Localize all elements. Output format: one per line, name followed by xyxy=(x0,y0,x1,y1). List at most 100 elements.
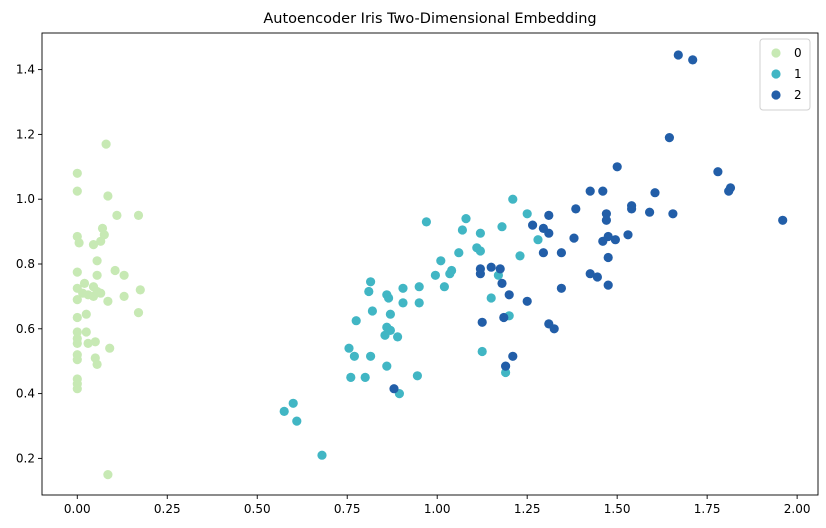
data-point-series-0 xyxy=(105,343,115,353)
data-point-series-2 xyxy=(778,215,788,225)
data-point-series-0 xyxy=(88,291,99,301)
data-point-series-0 xyxy=(103,296,113,306)
y-tick-label: 0.4 xyxy=(16,387,35,401)
data-point-series-2 xyxy=(623,230,633,240)
data-point-series-2 xyxy=(598,236,608,246)
data-point-series-1 xyxy=(522,209,532,219)
data-point-series-2 xyxy=(389,384,399,394)
data-point-series-2 xyxy=(501,361,511,371)
data-point-series-1 xyxy=(279,406,289,416)
data-point-series-0 xyxy=(72,355,82,365)
data-point-series-1 xyxy=(430,270,440,280)
data-point-series-1 xyxy=(366,351,376,361)
y-tick-label: 0.6 xyxy=(16,322,35,336)
data-point-series-0 xyxy=(72,295,82,305)
data-point-series-2 xyxy=(569,233,579,243)
data-point-series-2 xyxy=(645,207,655,217)
data-point-series-1 xyxy=(508,194,518,204)
x-tick-label: 1.50 xyxy=(604,502,631,516)
data-point-series-1 xyxy=(533,235,543,245)
legend-label-0: 0 xyxy=(794,46,802,60)
data-point-series-1 xyxy=(515,251,525,261)
data-point-series-2 xyxy=(549,324,559,334)
data-point-series-2 xyxy=(592,272,603,282)
data-point-series-0 xyxy=(103,191,113,201)
data-point-series-2 xyxy=(538,248,549,258)
data-point-series-1 xyxy=(364,286,374,297)
data-point-series-0 xyxy=(72,327,82,337)
data-point-series-0 xyxy=(72,338,82,348)
data-point-series-1 xyxy=(393,332,403,342)
legend-marker-2 xyxy=(771,90,781,100)
data-point-series-0 xyxy=(72,267,82,277)
legend-marker-1 xyxy=(771,69,781,79)
data-point-series-2 xyxy=(477,317,487,327)
data-point-series-1 xyxy=(497,222,507,232)
data-point-series-0 xyxy=(110,265,120,276)
data-point-series-0 xyxy=(72,186,82,196)
data-point-series-1 xyxy=(501,367,511,378)
data-point-series-0 xyxy=(133,308,144,318)
x-tick-label: 2.00 xyxy=(784,502,811,516)
legend-label-1: 1 xyxy=(794,67,802,81)
data-point-series-1 xyxy=(412,371,422,381)
data-point-series-0 xyxy=(88,240,99,250)
data-point-series-2 xyxy=(603,280,613,290)
data-point-series-1 xyxy=(454,248,464,258)
data-point-series-0 xyxy=(96,288,106,298)
data-point-series-1 xyxy=(414,282,424,292)
y-tick-label: 1.2 xyxy=(16,127,35,141)
data-point-series-0 xyxy=(119,270,129,280)
y-tick-label: 0.2 xyxy=(16,451,35,465)
data-point-series-0 xyxy=(83,338,93,348)
data-point-series-1 xyxy=(475,246,485,256)
data-point-series-2 xyxy=(603,252,613,263)
data-point-series-1 xyxy=(344,343,354,353)
data-point-series-2 xyxy=(585,269,595,279)
data-point-series-1 xyxy=(398,298,408,308)
data-point-series-1 xyxy=(486,293,496,303)
data-point-series-1 xyxy=(346,372,356,382)
axes-layer: 0.00 0.25 0.50 0.75 1.00 1.25 1.50 1.75 2.000.20… xyxy=(16,32,819,516)
data-point-series-2 xyxy=(497,278,507,288)
data-point-series-1 xyxy=(367,306,377,316)
data-point-series-1 xyxy=(385,309,395,319)
legend-box xyxy=(759,38,811,111)
data-point-series-1 xyxy=(384,293,394,303)
x-tick-label: 0.25 xyxy=(154,502,181,516)
data-point-series-1 xyxy=(288,398,298,408)
data-point-series-1 xyxy=(439,282,449,292)
data-point-series-2 xyxy=(544,210,554,220)
data-point-series-0 xyxy=(81,327,91,337)
data-point-series-1 xyxy=(477,346,487,357)
data-point-series-2 xyxy=(713,167,723,177)
data-point-series-0 xyxy=(96,236,106,246)
data-point-series-1 xyxy=(360,372,370,382)
data-point-series-0 xyxy=(74,238,84,248)
x-tick-label: 0.50 xyxy=(244,502,271,516)
data-point-series-1 xyxy=(414,298,424,308)
legend-label-2: 2 xyxy=(794,88,802,102)
legend-marker-0 xyxy=(771,48,781,58)
plot-frame xyxy=(41,32,819,496)
data-point-series-0 xyxy=(135,285,145,295)
data-point-series-2 xyxy=(495,264,505,274)
data-point-series-1 xyxy=(349,351,359,361)
data-point-series-1 xyxy=(292,416,302,426)
data-point-series-2 xyxy=(585,186,595,196)
data-point-series-2 xyxy=(544,228,554,238)
data-point-series-2 xyxy=(499,312,509,323)
data-point-series-2 xyxy=(571,204,581,214)
y-tick-label: 1.0 xyxy=(16,192,35,206)
data-point-series-2 xyxy=(724,186,734,196)
data-point-series-0 xyxy=(72,168,82,178)
data-point-series-0 xyxy=(103,470,113,480)
data-point-series-0 xyxy=(72,312,82,323)
data-point-series-1 xyxy=(366,277,376,287)
x-tick-label: 1.25 xyxy=(514,502,541,516)
data-point-series-0 xyxy=(92,359,102,369)
data-point-series-2 xyxy=(598,186,608,196)
data-point-series-1 xyxy=(382,361,392,371)
chart-title: Autoencoder Iris Two-Dimensional Embeddi… xyxy=(263,11,596,27)
